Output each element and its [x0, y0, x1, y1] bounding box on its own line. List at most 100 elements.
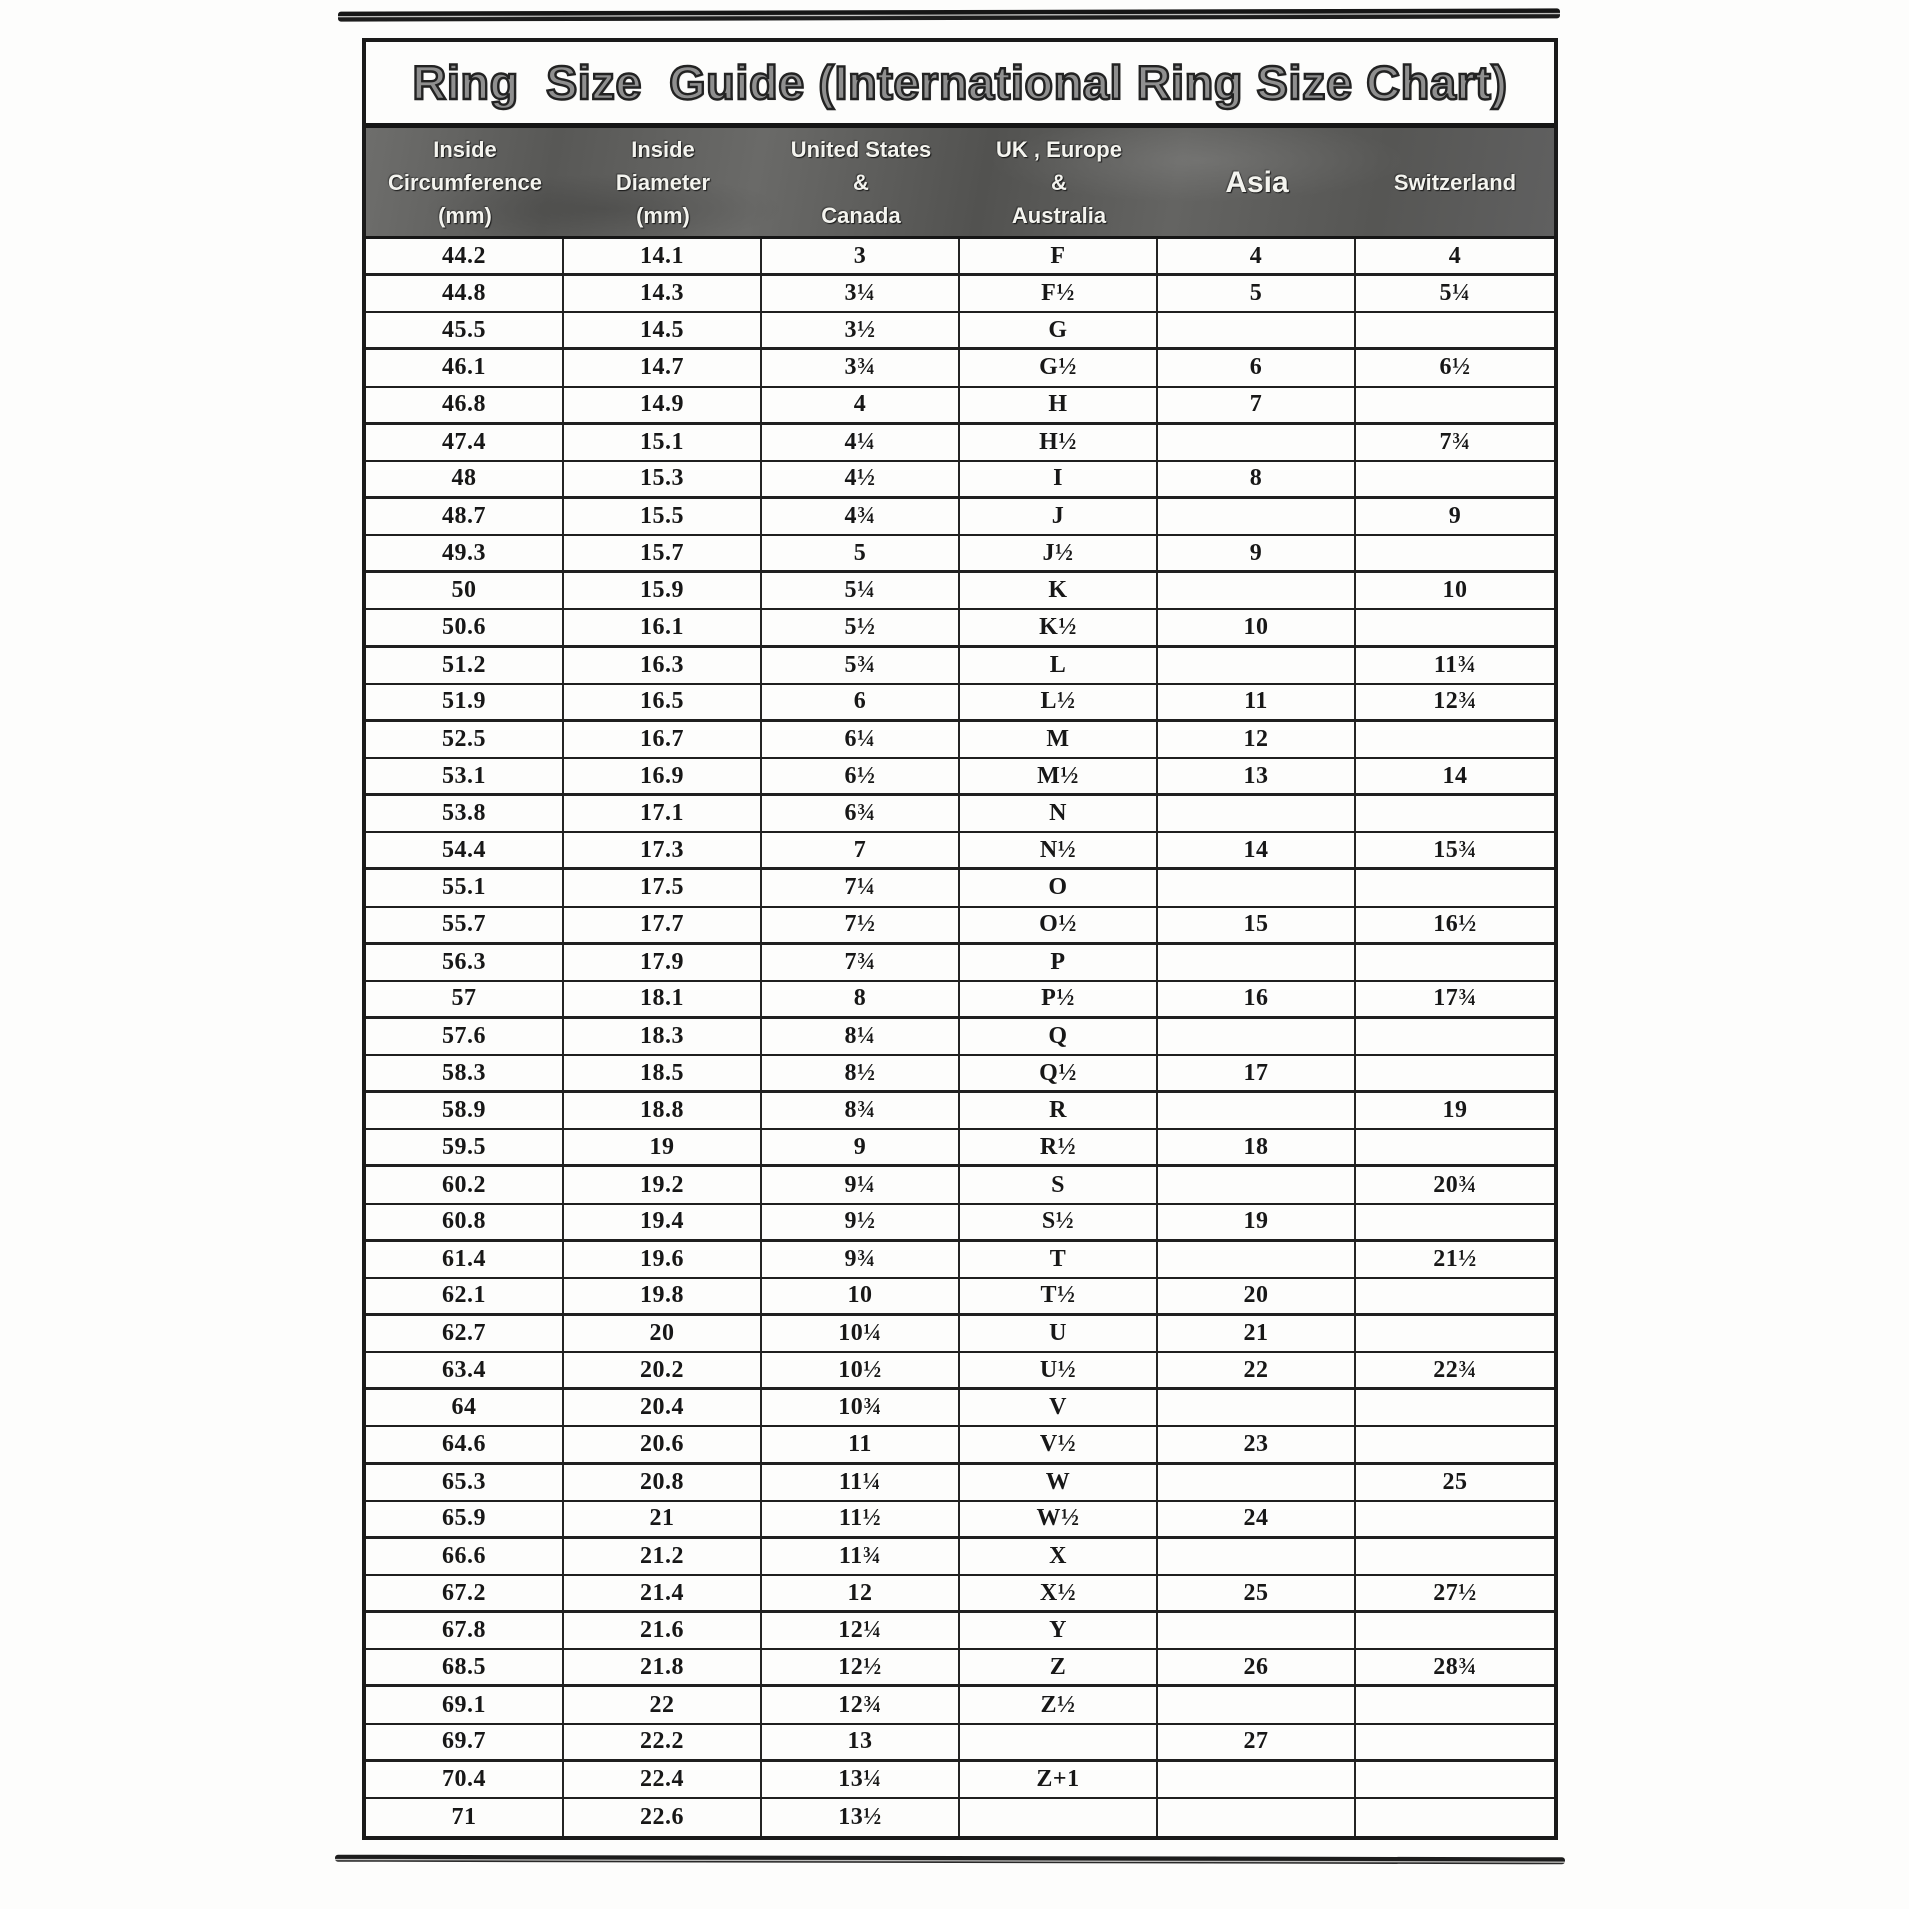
table-cell: 17.5 [564, 870, 762, 906]
table-row: 59.5 19 9 R½ 18 [366, 1130, 1554, 1168]
table-cell: F [960, 239, 1158, 274]
table-row: 46.1 14.7 3¾ G½ 6 6½ [366, 350, 1554, 388]
table-cell: 9¾ [762, 1241, 960, 1277]
column-header-line: & [1051, 169, 1067, 195]
table-row: 62.7 20 10¼ U 21 [366, 1316, 1554, 1354]
column-header: Inside Diameter (mm) [564, 128, 762, 236]
table-row: 52.5 16.7 6¼ M 12 [366, 721, 1554, 759]
table-cell: 16.5 [564, 684, 762, 719]
table-cell: 20.4 [564, 1390, 762, 1426]
table-cell: 6¾ [762, 796, 960, 832]
table-cell: 16.9 [564, 758, 762, 794]
table-cell [1356, 722, 1554, 757]
table-cell: 49.3 [366, 536, 564, 571]
table-cell: 67.8 [366, 1613, 564, 1649]
table-cell: 48.7 [366, 498, 564, 535]
table-cell: P½ [960, 981, 1158, 1016]
table-cell: 14.3 [564, 276, 762, 312]
table-cell [1158, 1241, 1356, 1277]
table-cell: 19.2 [564, 1167, 762, 1203]
table-cell: 3¼ [762, 276, 960, 312]
table-row: 60.2 19.2 9¼ S 20¾ [366, 1167, 1554, 1205]
table-cell: 20.2 [564, 1353, 762, 1388]
table-cell: T [960, 1241, 1158, 1277]
table-cell: 67.2 [366, 1576, 564, 1611]
table-cell [1158, 1798, 1356, 1836]
table-cell: Z [960, 1650, 1158, 1685]
table-cell: M [960, 721, 1158, 757]
table-cell: T½ [960, 1278, 1158, 1314]
table-cell: 17.1 [564, 796, 762, 832]
table-cell: 59.5 [366, 1130, 564, 1165]
table-cell: 10¼ [762, 1316, 960, 1352]
table-row: 71 22.6 13½ [366, 1798, 1554, 1836]
table-cell: 58.9 [366, 1093, 564, 1129]
table-row: 57.6 18.3 8¼ Q [366, 1018, 1554, 1057]
table-cell: 44.2 [366, 239, 564, 274]
table-cell: 14 [1442, 762, 1468, 789]
table-header-row: Inside Circumference (mm) Inside Diameter (mm… [366, 128, 1554, 239]
table-cell: 54.4 [366, 833, 564, 868]
table-row: 58.9 18.8 8¾ R 19 [366, 1093, 1554, 1131]
table-cell: 6½ [1439, 354, 1471, 381]
table-cell: 12 [1158, 721, 1356, 757]
table-cell: G½ [960, 350, 1158, 386]
table-cell: 60.8 [366, 1204, 564, 1239]
table-cell: 6½ [762, 758, 960, 794]
table-cell: 12 [762, 1576, 960, 1611]
table-cell [1356, 945, 1554, 980]
table-cell: 23 [1158, 1427, 1356, 1462]
table-cell: 8½ [762, 1056, 960, 1091]
table-cell: 4 [1448, 242, 1462, 269]
title-band: Ring Size Guide (International Ring Size… [366, 42, 1554, 128]
table-row: 67.2 21.4 12 X½ 25 27½ [366, 1576, 1554, 1614]
table-row: 67.8 21.6 12¼ Y [366, 1613, 1554, 1651]
table-cell [1356, 1390, 1554, 1425]
table-cell: X½ [960, 1576, 1158, 1611]
table-cell: 7¾ [762, 944, 960, 980]
table-cell: 4¼ [762, 424, 960, 460]
table-cell [1158, 1390, 1356, 1426]
table-cell: 63.4 [366, 1353, 564, 1388]
table-cell: 21 [1158, 1316, 1356, 1352]
table-cell: 4½ [762, 461, 960, 496]
table-cell [1356, 462, 1554, 496]
table-cell: 66.6 [366, 1538, 564, 1575]
table-cell: 17.3 [564, 833, 762, 868]
table-cell: 55.7 [366, 907, 564, 942]
table-cell: 15.7 [564, 536, 762, 571]
column-header: Asia [1158, 128, 1356, 236]
table-cell: 20¾ [1433, 1171, 1477, 1198]
column-header-line: Australia [1011, 202, 1107, 228]
table-cell: 17.9 [564, 944, 762, 980]
table-cell: 52.5 [366, 721, 564, 757]
table-cell [1356, 1056, 1554, 1090]
table-cell: L½ [960, 684, 1158, 719]
table-cell [1356, 1019, 1554, 1054]
table-row: 44.8 14.3 3¼ F½ 5 5¼ [366, 276, 1554, 314]
table-cell: 13½ [762, 1798, 960, 1836]
top-scan-rule [337, 8, 1561, 22]
table-cell: 70.4 [366, 1761, 564, 1797]
column-header: UK , Europe & Australia [960, 128, 1158, 236]
table-cell: 15.9 [564, 573, 762, 609]
table-cell: J½ [960, 536, 1158, 571]
table-cell: I [960, 461, 1158, 496]
table-cell: O½ [960, 907, 1158, 942]
table-cell [1356, 536, 1554, 570]
table-cell: 15 [1158, 907, 1356, 942]
table-cell: 22.6 [564, 1798, 762, 1836]
table-cell: 9 [762, 1130, 960, 1165]
table-cell [960, 1798, 1158, 1836]
table-cell: 20.6 [564, 1427, 762, 1462]
table-cell: 15.3 [564, 461, 762, 496]
table-cell: 61.4 [366, 1241, 564, 1277]
table-cell [1158, 944, 1356, 980]
table-cell: 16.3 [564, 647, 762, 683]
table-cell [1158, 1761, 1356, 1797]
table-cell: 57 [366, 981, 564, 1016]
table-cell: S½ [960, 1204, 1158, 1239]
table-cell [1158, 1167, 1356, 1203]
table-row: 46.8 14.9 4 H 7 [366, 387, 1554, 425]
